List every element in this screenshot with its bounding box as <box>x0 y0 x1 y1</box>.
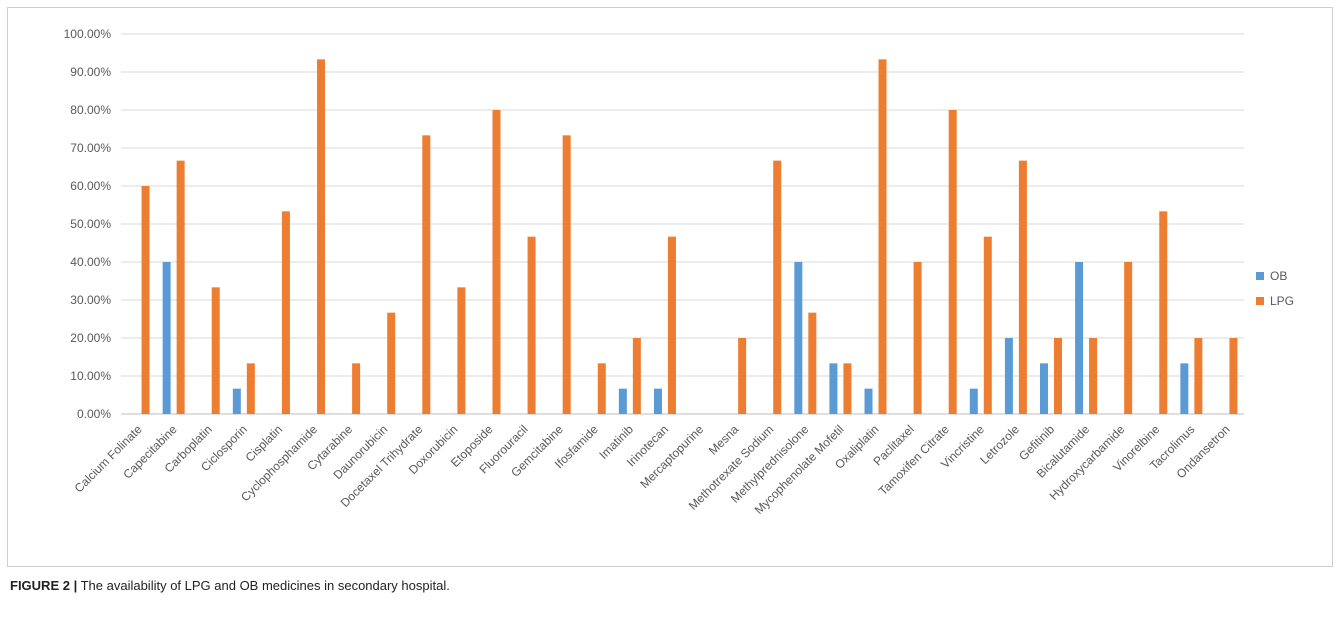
bar-lpg <box>738 338 747 414</box>
y-tick-label: 10.00% <box>70 369 111 383</box>
bar-lpg <box>211 287 220 414</box>
bar-lpg <box>1229 338 1238 414</box>
bar-lpg <box>1089 338 1098 414</box>
chart-frame: 0.00% 10.00% 20.00% 30.00% 40.00% 50.00% 60.00… <box>7 7 1333 567</box>
bar-lpg <box>1124 262 1133 414</box>
bar-lpg <box>281 211 290 414</box>
bar-lpg <box>878 59 887 414</box>
y-tick-label: 90.00% <box>70 65 111 79</box>
bar-lpg <box>141 186 150 414</box>
legend-label-ob: OB <box>1270 269 1287 283</box>
y-axis-ticks: 0.00% 10.00% 20.00% 30.00% 40.00% 50.00% 60.00… <box>64 27 112 421</box>
x-tick-label: Letrozole <box>977 422 1022 467</box>
bar-ob <box>1039 363 1048 414</box>
x-tick-label: Mercaptopurine <box>637 422 706 491</box>
bar-lpg <box>246 363 255 414</box>
bar-lpg <box>562 135 571 414</box>
bar-lpg <box>983 236 992 414</box>
x-axis-labels: Calcium FolinateCapecitabineCarboplatinC… <box>72 422 1233 517</box>
bar-lpg <box>492 110 501 414</box>
y-tick-label: 60.00% <box>70 179 111 193</box>
y-tick-label: 70.00% <box>70 141 111 155</box>
bar-lpg <box>913 262 922 414</box>
bar-lpg <box>843 363 852 414</box>
bar-lpg <box>527 236 536 414</box>
bar-ob <box>969 388 978 414</box>
y-tick-label: 40.00% <box>70 255 111 269</box>
legend-label-lpg: LPG <box>1270 294 1294 308</box>
caption-label: FIGURE 2 | <box>10 578 78 593</box>
y-tick-label: 0.00% <box>77 407 111 421</box>
y-tick-label: 20.00% <box>70 331 111 345</box>
bar-ob <box>232 388 241 414</box>
bar-lpg <box>1159 211 1168 414</box>
bar-ob <box>653 388 662 414</box>
bar-lpg <box>1194 338 1203 414</box>
bar-lpg <box>176 160 185 414</box>
figure-caption: FIGURE 2 | The availability of LPG and O… <box>10 578 450 593</box>
bar-ob <box>1075 262 1084 414</box>
bar-ob <box>1180 363 1189 414</box>
legend: OB LPG <box>1256 269 1294 308</box>
bars <box>141 59 1238 414</box>
legend-swatch-ob <box>1256 272 1264 280</box>
y-tick-label: 80.00% <box>70 103 111 117</box>
legend-swatch-lpg <box>1256 297 1264 305</box>
bar-lpg <box>597 363 606 414</box>
bar-chart: 0.00% 10.00% 20.00% 30.00% 40.00% 50.00% 60.00… <box>64 27 1294 517</box>
bar-lpg <box>948 110 957 414</box>
caption-text: The availability of LPG and OB medicines… <box>80 578 450 593</box>
bar-lpg <box>317 59 326 414</box>
y-tick-label: 100.00% <box>64 27 112 41</box>
bar-lpg <box>808 312 817 414</box>
bar-lpg <box>387 312 396 414</box>
y-tick-label: 30.00% <box>70 293 111 307</box>
gridlines <box>121 33 1244 415</box>
bar-ob <box>829 363 838 414</box>
bar-lpg <box>1053 338 1062 414</box>
y-tick-label: 50.00% <box>70 217 111 231</box>
bar-lpg <box>422 135 431 414</box>
bar-ob <box>1004 338 1013 414</box>
bar-lpg <box>352 363 361 414</box>
bar-lpg <box>773 160 782 414</box>
bar-ob <box>618 388 627 414</box>
bar-lpg <box>667 236 676 414</box>
bar-ob <box>864 388 873 414</box>
bar-lpg <box>1018 160 1027 414</box>
bar-lpg <box>632 338 641 414</box>
bar-ob <box>162 262 171 414</box>
bar-ob <box>794 262 803 414</box>
bar-lpg <box>457 287 466 414</box>
